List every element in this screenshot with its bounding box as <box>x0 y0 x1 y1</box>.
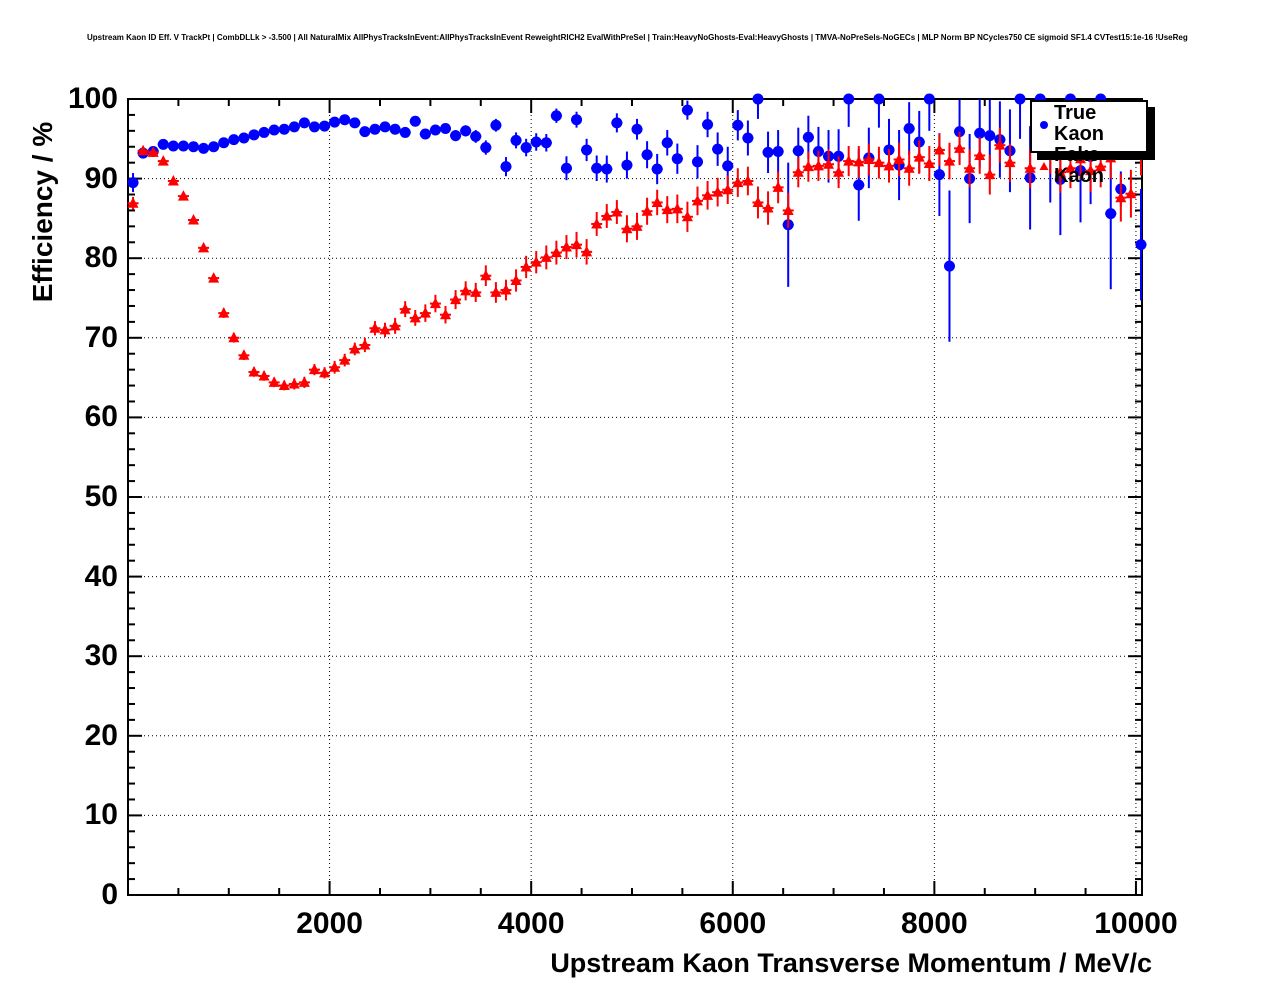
y-tick-label-80: 80 <box>84 241 118 275</box>
series-fake-kaon <box>127 127 1147 391</box>
x-tick-label-10000: 10000 <box>1094 907 1178 940</box>
y-tick-label-50: 50 <box>84 480 118 513</box>
gridlines <box>128 99 1142 895</box>
x-tick-label-6000: 6000 <box>699 907 767 940</box>
circle-marker-icon <box>1040 121 1048 129</box>
y-tick-label-0: 0 <box>101 878 118 911</box>
y-tick-label-40: 40 <box>84 559 118 593</box>
y-tick-label-90: 90 <box>84 161 118 195</box>
legend-entry-true-kaon: True Kaon <box>1032 103 1146 145</box>
y-tick-label-60: 60 <box>84 400 118 434</box>
plot-title: Upstream Kaon ID Eff. V TrackPt | CombDL… <box>87 33 1188 42</box>
y-tick-label-20: 20 <box>84 718 118 752</box>
triangle-marker-icon <box>1039 162 1049 170</box>
x-tick-label-8000: 8000 <box>900 907 968 940</box>
y-tick-label-100: 100 <box>67 82 118 115</box>
y-tick-label-30: 30 <box>84 639 118 673</box>
legend-label: Fake Kaon <box>1054 144 1104 187</box>
legend-entry-fake-kaon: Fake Kaon <box>1032 145 1146 187</box>
y-tick-label-10: 10 <box>84 798 118 832</box>
legend-box[interactable]: True Kaon Fake Kaon <box>1030 100 1148 187</box>
y-tick-label-70: 70 <box>84 320 118 354</box>
x-axis-title: Upstream Kaon Transverse Momentum / MeV/… <box>550 948 1152 978</box>
x-tick-label-2000: 2000 <box>296 907 363 940</box>
x-tick-label-4000: 4000 <box>497 907 565 940</box>
legend-label: True Kaon <box>1054 102 1104 145</box>
